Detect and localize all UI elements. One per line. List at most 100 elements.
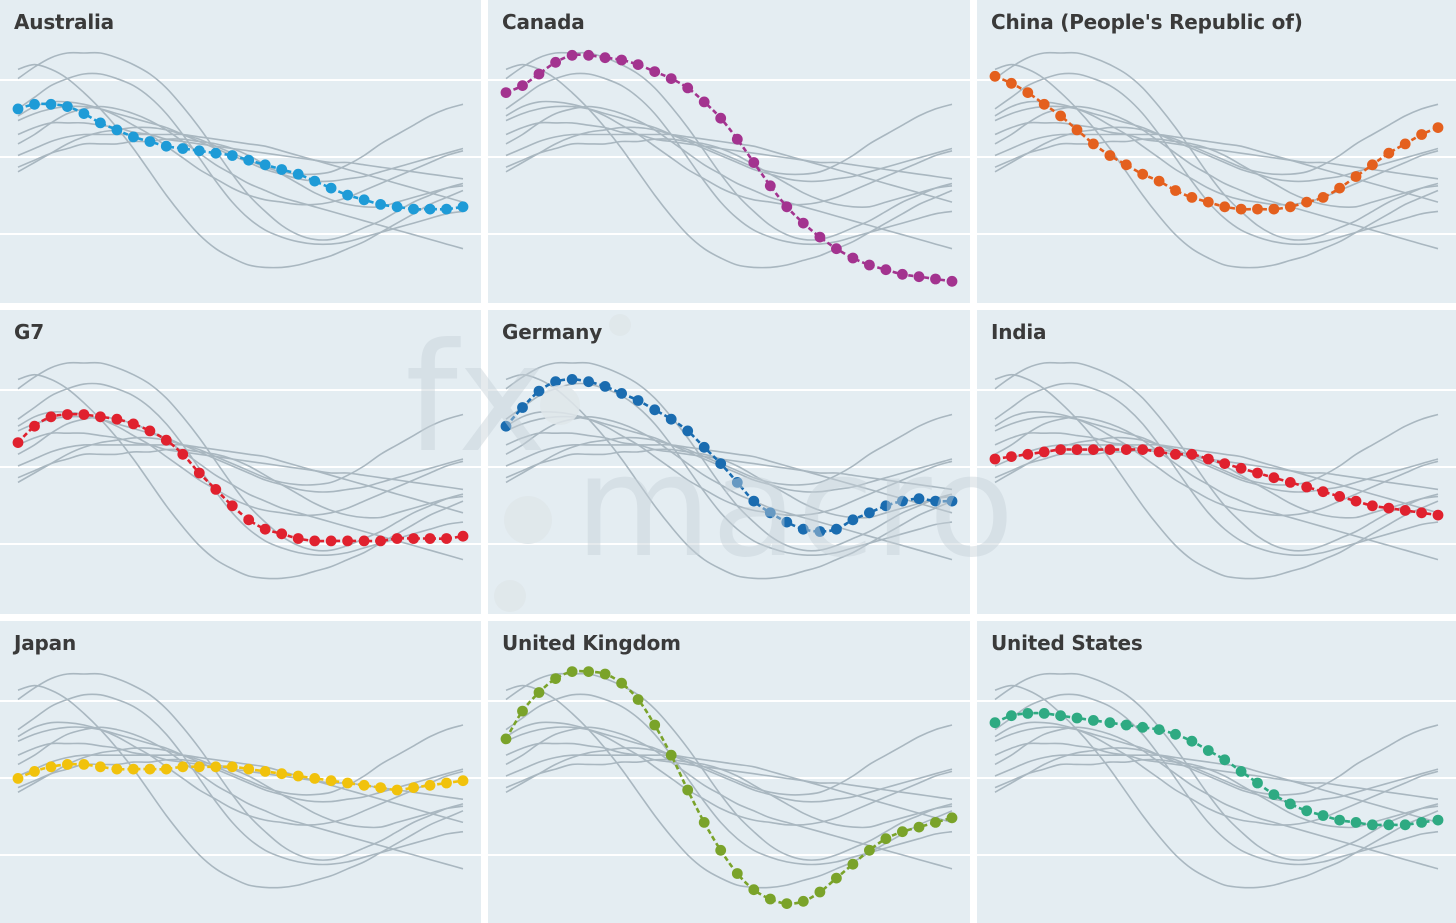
data-point (78, 409, 90, 420)
data-point (210, 484, 222, 495)
comparison-series-line (994, 742, 1439, 800)
data-point (144, 763, 156, 775)
data-point (243, 763, 255, 775)
data-point (517, 80, 528, 91)
data-point (457, 775, 469, 787)
data-point (342, 535, 353, 547)
data-point (715, 844, 727, 856)
data-point (1235, 203, 1247, 215)
comparison-series-line (505, 51, 953, 241)
data-point (781, 201, 793, 213)
data-point (864, 507, 875, 519)
data-point (748, 495, 760, 507)
comparison-series-line (17, 361, 464, 552)
comparison-series-line (17, 415, 464, 493)
panel-plot (488, 666, 970, 909)
data-point (12, 103, 24, 115)
data-point (880, 500, 892, 512)
data-point (391, 201, 403, 213)
data-point (259, 523, 271, 535)
data-point (95, 117, 106, 129)
data-point (1104, 717, 1116, 729)
data-point (276, 528, 288, 540)
comparison-series-line (994, 361, 1439, 552)
data-point (1432, 509, 1444, 521)
panel-plot (488, 361, 970, 580)
data-point (599, 381, 611, 392)
comparison-series-line (994, 693, 1439, 866)
data-point (1432, 814, 1444, 826)
data-point (457, 201, 469, 213)
data-point (1219, 201, 1231, 213)
data-point (1186, 192, 1198, 203)
data-point (665, 413, 677, 425)
data-point (1022, 448, 1034, 460)
highlight-series-line (994, 711, 1439, 827)
data-point (193, 467, 205, 479)
data-point (566, 666, 578, 677)
data-point (259, 766, 271, 777)
data-point (781, 898, 793, 909)
comparison-series-line (17, 63, 464, 269)
comparison-series-line (17, 51, 464, 241)
comparison-series-line (505, 432, 953, 491)
comparison-series-line (505, 382, 953, 556)
data-point (78, 108, 90, 119)
data-point (1252, 467, 1263, 479)
data-point (1022, 708, 1034, 719)
data-point (616, 677, 627, 689)
comparison-series-line (505, 413, 953, 486)
data-point (632, 395, 644, 406)
data-point (1383, 502, 1395, 514)
data-point (424, 533, 436, 544)
data-point (1268, 789, 1280, 800)
panel-title: China (People's Republic of) (991, 10, 1303, 34)
highlight-series-line (505, 378, 953, 533)
data-point (1055, 110, 1066, 122)
comparison-series-line (505, 103, 953, 176)
data-point (391, 533, 403, 544)
data-point (1301, 481, 1313, 493)
data-point (682, 425, 694, 437)
data-point (1137, 168, 1149, 180)
data-point (930, 273, 941, 285)
data-point (1202, 745, 1214, 756)
data-point (1120, 444, 1132, 455)
comparison-series-line (505, 72, 953, 246)
data-point (897, 268, 908, 280)
data-point (930, 817, 941, 828)
comparison-series-line (505, 361, 953, 552)
data-point (880, 264, 892, 276)
comparison-series-line (994, 373, 1439, 580)
data-point (764, 507, 776, 519)
comparison-series-line (505, 138, 953, 209)
data-point (259, 159, 271, 171)
data-point (517, 402, 528, 413)
comparison-series-line (17, 373, 464, 580)
data-point (1038, 446, 1050, 458)
comparison-series-line (17, 721, 464, 826)
data-point (731, 477, 743, 488)
comparison-series-line (994, 672, 1439, 861)
data-point (243, 154, 255, 166)
data-point (1350, 495, 1362, 507)
data-point (847, 252, 859, 264)
data-point (408, 203, 419, 215)
comparison-series-line (994, 121, 1439, 180)
data-point (566, 49, 578, 61)
data-point (864, 844, 875, 856)
data-point (1219, 458, 1231, 469)
data-point (1367, 500, 1378, 512)
data-point (632, 694, 644, 705)
data-point (731, 133, 743, 145)
data-point (930, 495, 941, 507)
data-point (583, 376, 594, 388)
data-point (1071, 124, 1083, 136)
panel-plot (977, 672, 1456, 889)
data-point (649, 719, 661, 731)
comparison-series-line (505, 100, 953, 206)
data-point (1170, 728, 1181, 740)
data-point (897, 495, 908, 507)
data-point (989, 453, 1001, 465)
chart-panel: United States (977, 621, 1456, 923)
